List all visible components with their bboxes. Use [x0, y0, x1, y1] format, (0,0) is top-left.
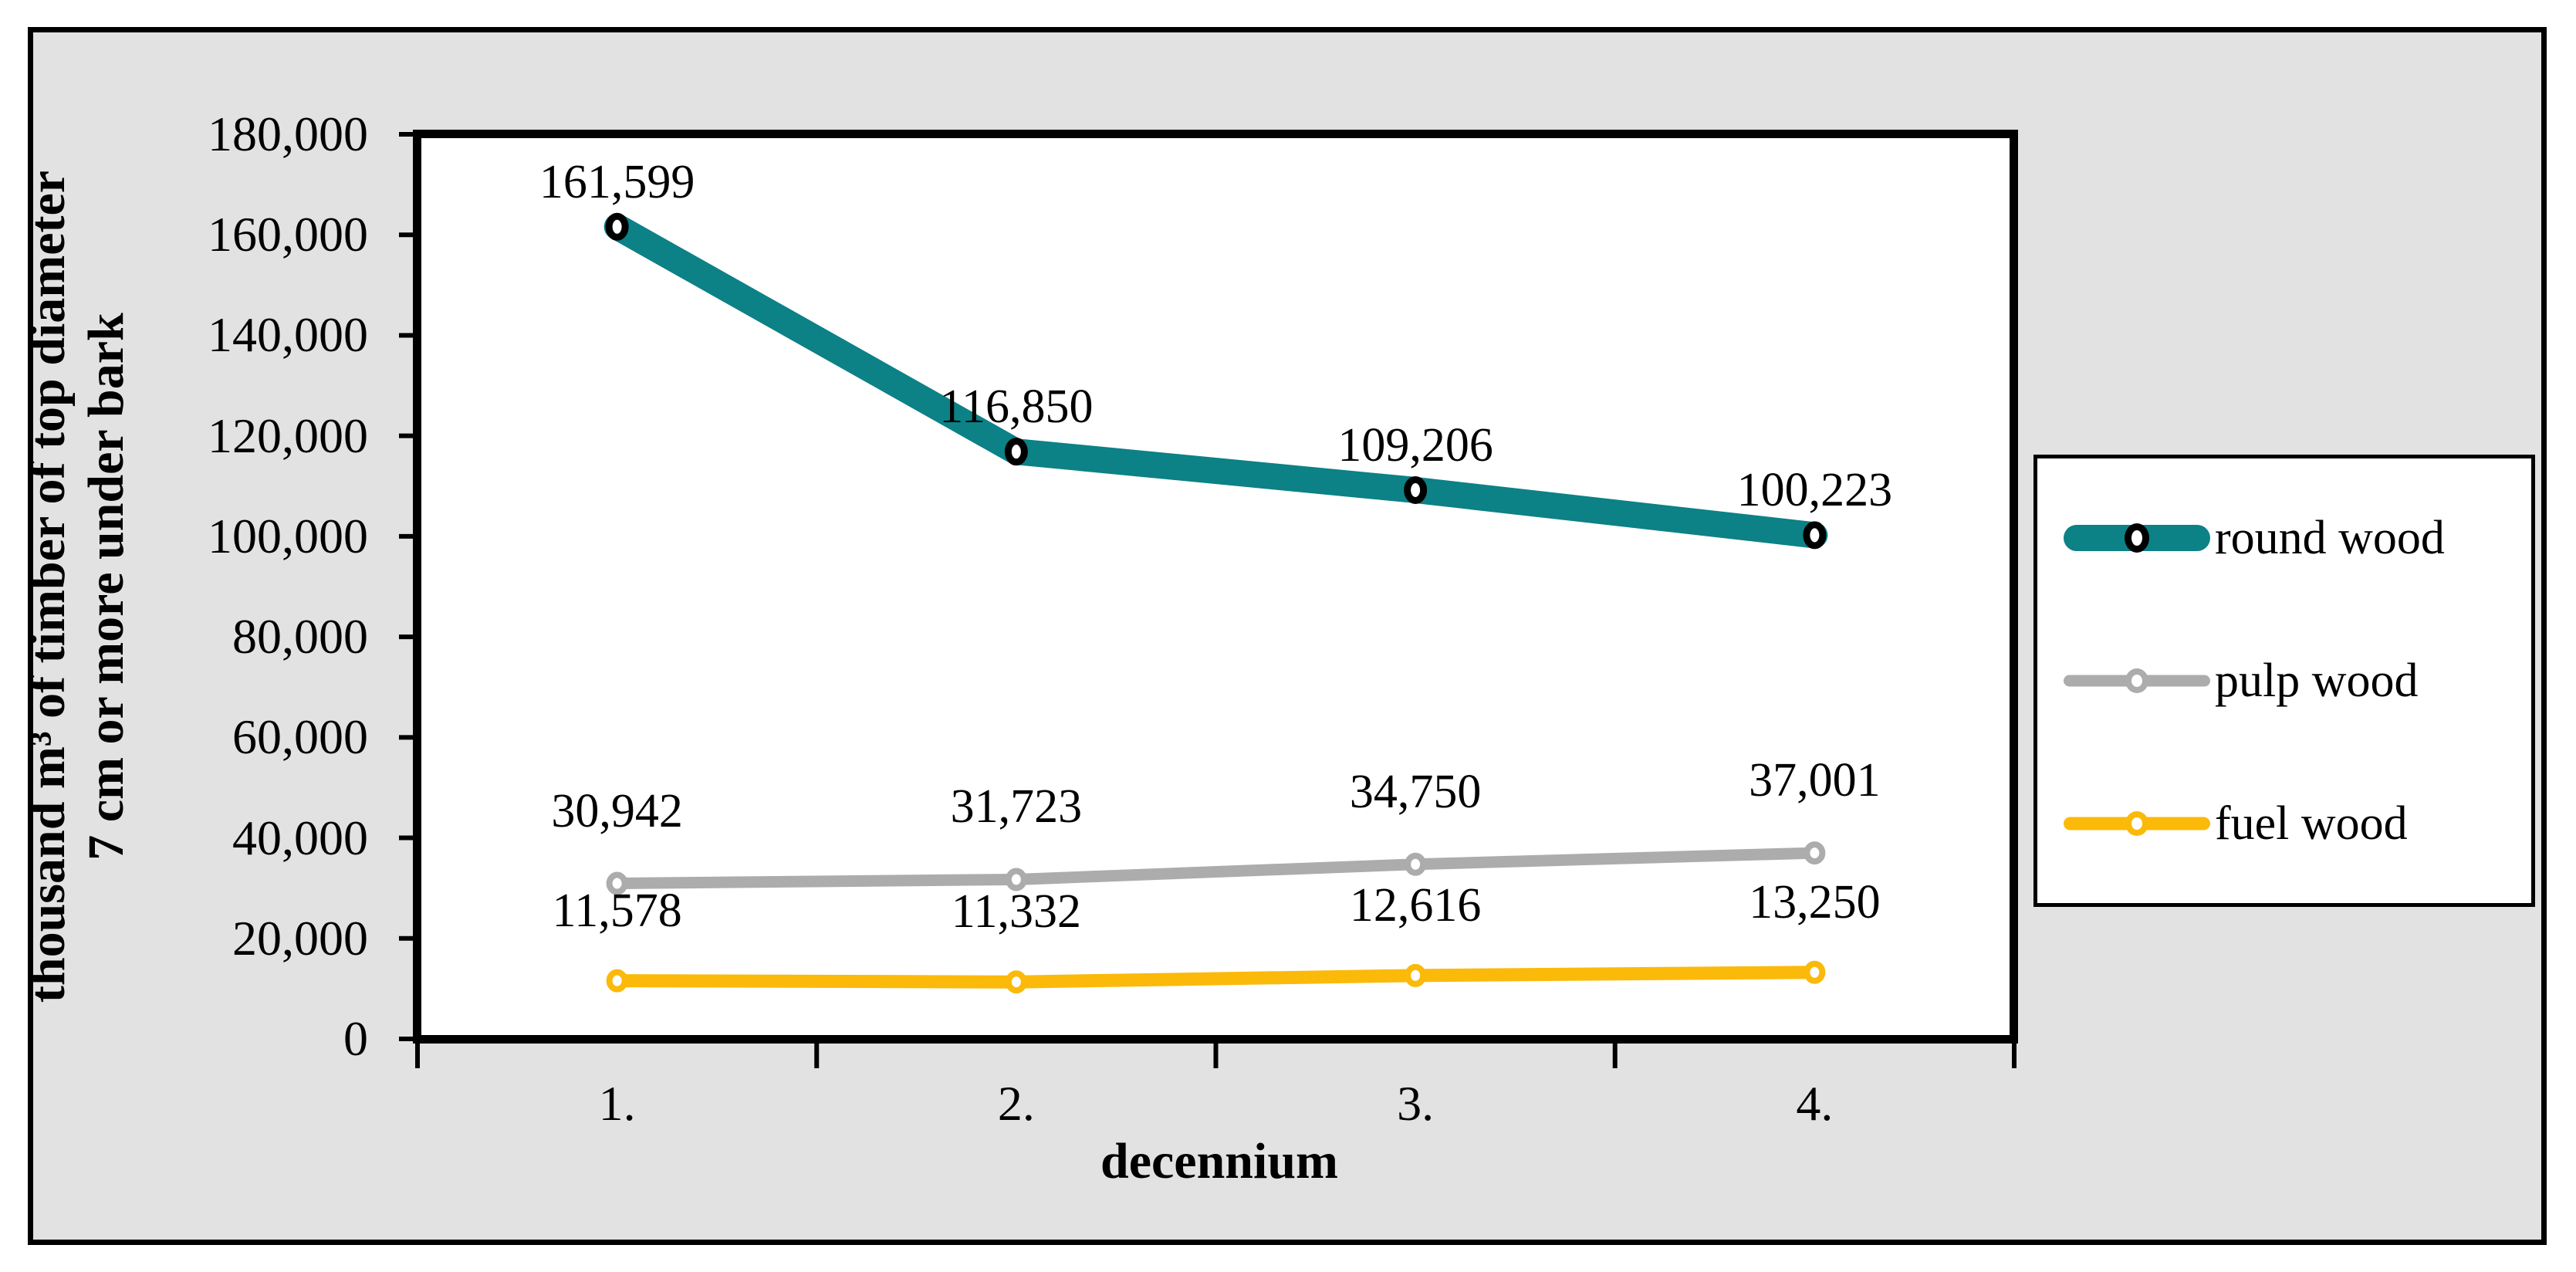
data-label-pulp-wood: 30,942	[551, 784, 683, 837]
legend-label-pulp-wood: pulp wood	[2215, 654, 2419, 707]
data-label-pulp-wood: 37,001	[1749, 754, 1881, 807]
y-tick-label: 140,000	[208, 307, 368, 363]
marker-pulp-wood	[606, 871, 628, 895]
legend-entry-fuel-wood: fuel wood	[2064, 799, 2531, 848]
marker-fuel-wood	[1804, 960, 1826, 984]
marker-round-wood	[1004, 438, 1028, 466]
y-tick-label: 180,000	[208, 107, 368, 161]
data-label-round-wood: 100,223	[1736, 464, 1893, 517]
y-tick-label: 160,000	[208, 207, 368, 262]
x-axis-title: decennium	[1100, 1133, 1339, 1189]
y-tick-label: 20,000	[232, 910, 368, 966]
legend-entry-pulp-wood: pulp wood	[2064, 656, 2531, 705]
marker-pulp-wood	[1804, 841, 1826, 865]
legend-box: round wood pulp wood fuel wood	[2033, 455, 2535, 907]
y-axis-title-line1: thousand m³ of timber of top diameter	[19, 170, 76, 1003]
y-tick-label: 100,000	[208, 508, 368, 563]
legend-label-round-wood: round wood	[2215, 511, 2445, 564]
y-tick-label: 40,000	[232, 810, 368, 865]
legend-label-fuel-wood: fuel wood	[2215, 797, 2408, 851]
data-label-fuel-wood: 11,578	[552, 884, 682, 937]
marker-pulp-wood	[1005, 868, 1027, 891]
legend-entry-round-wood: round wood	[2064, 513, 2531, 563]
data-label-fuel-wood: 11,332	[951, 885, 1081, 939]
marker-fuel-wood	[1005, 970, 1027, 994]
data-label-pulp-wood: 31,723	[950, 780, 1083, 834]
x-category-label: 3.	[1397, 1076, 1435, 1131]
marker-pulp-wood	[1405, 852, 1427, 876]
fuel-wood-line-swatch-icon	[2064, 807, 2210, 840]
x-category-label: 4.	[1796, 1076, 1834, 1131]
pulp-wood-line-swatch-icon	[2064, 665, 2210, 697]
marker-fuel-wood	[606, 969, 628, 993]
marker-round-wood	[1803, 521, 1827, 550]
y-axis-title: thousand m³ of timber of top diameter 7 …	[19, 171, 136, 1003]
y-tick-label: 80,000	[232, 609, 368, 665]
x-category-label: 1.	[598, 1076, 636, 1131]
y-tick-label: 0	[343, 1011, 368, 1066]
y-tick-label: 60,000	[232, 709, 368, 765]
series-line-pulp-wood	[611, 847, 1820, 890]
data-label-round-wood: 116,850	[939, 381, 1094, 434]
marker-round-wood	[605, 212, 629, 241]
data-label-fuel-wood: 13,250	[1749, 875, 1881, 929]
marker-round-wood	[1404, 475, 1428, 504]
round-wood-line-swatch-icon	[2064, 522, 2210, 554]
y-axis-title-line2: 7 cm or more under bark	[78, 313, 134, 861]
data-label-round-wood: 109,206	[1337, 418, 1493, 472]
data-label-fuel-wood: 12,616	[1349, 878, 1482, 932]
series-line-round-wood	[603, 213, 1828, 549]
series-line-fuel-wood	[610, 966, 1821, 989]
marker-fuel-wood	[1405, 963, 1427, 987]
y-tick-label: 120,000	[208, 408, 368, 463]
x-category-label: 2.	[997, 1076, 1035, 1131]
data-label-pulp-wood: 34,750	[1349, 765, 1482, 818]
plot-area	[413, 130, 2018, 1044]
data-label-round-wood: 161,599	[539, 155, 695, 208]
